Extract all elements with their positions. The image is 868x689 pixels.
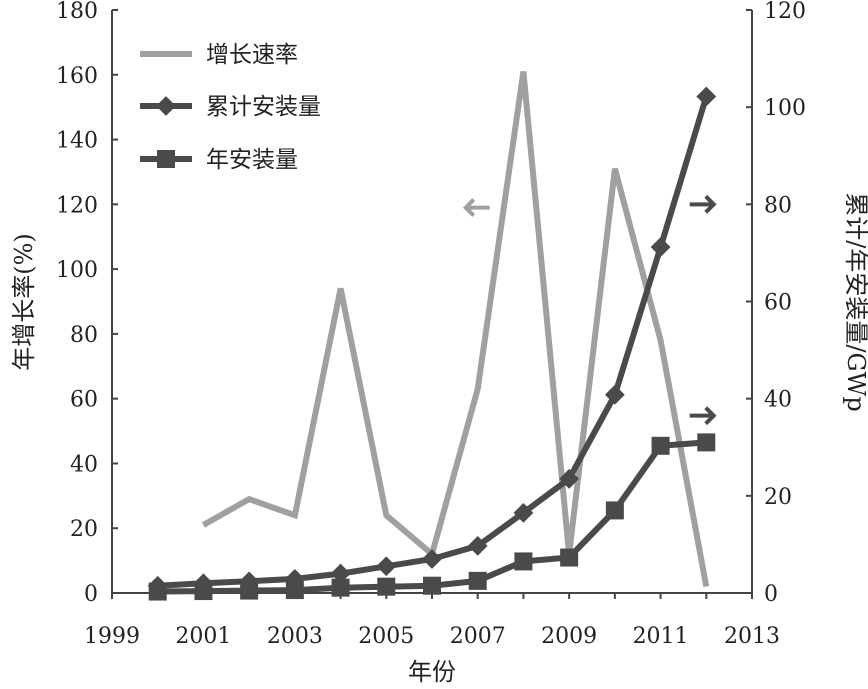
- y-left-ticks: 0 20 40 60 80 100 120 140 160 180: [56, 0, 118, 607]
- x-tick-label: 2003: [267, 624, 323, 649]
- data-point-diamond: [422, 549, 442, 569]
- y-left-tick-label: 20: [70, 517, 98, 542]
- y-right-tick-label: 80: [764, 193, 792, 218]
- data-point-diamond: [467, 535, 488, 556]
- data-point-diamond: [604, 384, 625, 405]
- y-right-tick-label: 60: [764, 291, 792, 316]
- y-right-axis-title: 累计/年安装量/GWp: [842, 192, 868, 411]
- data-point-square: [697, 433, 716, 452]
- data-point-square: [285, 581, 304, 600]
- y-right-tick-label: 0: [764, 582, 778, 607]
- data-point-square: [560, 548, 579, 567]
- y-left-tick-label: 120: [56, 193, 98, 218]
- legend: 增长速率 累计安装量 年安装量: [140, 42, 321, 173]
- data-point-square: [240, 581, 259, 600]
- y-right-tick-label: 40: [764, 388, 792, 413]
- legend-label-cumulative: 累计安装量: [206, 94, 321, 120]
- x-tick-label: 2005: [358, 624, 414, 649]
- y-right-tick-label: 120: [764, 0, 806, 24]
- x-tick-label: 1999: [84, 624, 140, 649]
- x-tick-label: 2001: [175, 624, 231, 649]
- data-point-diamond: [513, 502, 534, 523]
- data-point-square: [377, 577, 396, 596]
- x-tick-label: 2011: [633, 624, 689, 649]
- data-point-diamond: [376, 556, 397, 577]
- data-point-diamond: [650, 237, 671, 257]
- series-line-0: [201, 71, 710, 588]
- y-right-tick-label: 100: [764, 96, 806, 121]
- x-ticks: 1999 2001 2003 2005 2007 2009 2011 2013: [84, 593, 780, 649]
- data-point-diamond: [330, 563, 351, 584]
- data-point-square: [605, 501, 624, 520]
- y-right-ticks: 0 20 40 60 80 100 120: [746, 0, 806, 607]
- y-right-tick-label: 20: [764, 485, 792, 510]
- legend-label-growth: 增长速率: [206, 42, 298, 68]
- y-left-tick-label: 80: [70, 323, 98, 348]
- legend-label-annual: 年安装量: [206, 147, 298, 173]
- data-point-diamond: [696, 86, 717, 107]
- y-left-tick-label: 180: [56, 0, 98, 24]
- axis-arrow-left-icon-head: [462, 198, 476, 217]
- y-left-tick-label: 140: [56, 129, 98, 154]
- arrow-layer: [462, 194, 717, 426]
- x-tick-label: 2007: [450, 624, 506, 649]
- data-point-square: [423, 576, 441, 595]
- data-point-square: [651, 436, 670, 455]
- x-axis-title: 年份: [408, 658, 456, 686]
- data-point-diamond: [559, 468, 580, 489]
- y-left-tick-label: 160: [56, 64, 98, 89]
- axis-arrow-right-icon-head: [704, 194, 717, 214]
- data-point-square: [514, 552, 533, 571]
- y-left-tick-label: 40: [70, 452, 98, 477]
- x-tick-label: 2009: [541, 624, 597, 649]
- series-line-2: [157, 439, 707, 595]
- data-point-square: [468, 571, 487, 590]
- y-left-axis-title: 年增长率(%): [10, 233, 38, 371]
- y-left-tick-label: 100: [56, 258, 98, 283]
- data-point-square: [331, 578, 350, 597]
- series-layer: [147, 71, 717, 601]
- y-left-tick-label: 60: [70, 388, 98, 413]
- legend-marker-square-icon: [157, 150, 175, 168]
- axis-arrow-right-icon-head: [704, 406, 717, 426]
- x-tick-label: 2013: [724, 624, 780, 649]
- data-point-square: [194, 582, 213, 601]
- data-point-square: [148, 582, 167, 601]
- y-left-tick-label: 0: [84, 582, 98, 607]
- legend-marker-diamond-icon: [156, 96, 176, 116]
